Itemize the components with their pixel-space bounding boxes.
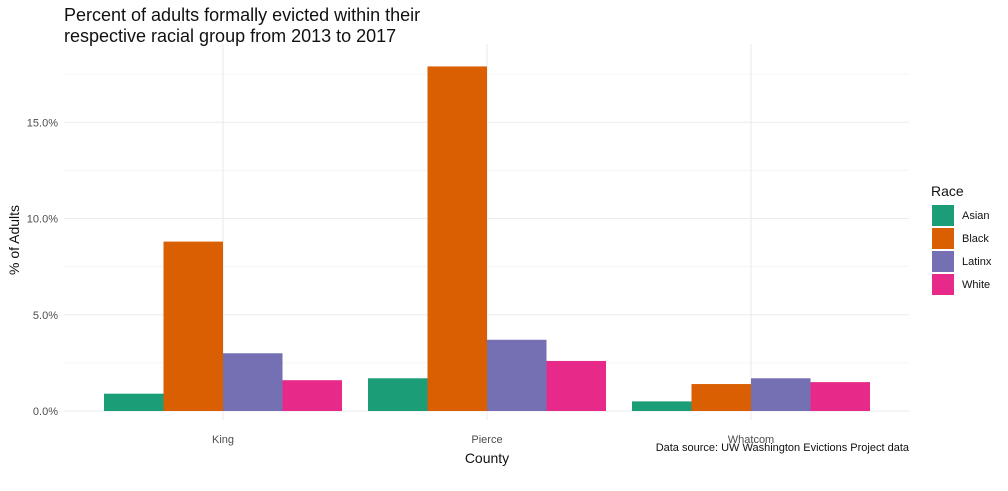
x-tick-label: King bbox=[212, 434, 234, 446]
chart-title-line-2: respective racial group from 2013 to 201… bbox=[64, 26, 397, 46]
bar-asian-king bbox=[104, 393, 164, 411]
bar-latinx-king bbox=[223, 353, 283, 411]
chart-title-line-1: Percent of adults formally evicted withi… bbox=[64, 5, 421, 25]
legend-item-white: White bbox=[932, 274, 990, 295]
legend-swatch bbox=[932, 205, 954, 226]
bar-white-pierce bbox=[546, 360, 606, 411]
legend-swatch bbox=[932, 228, 954, 249]
x-tick-label: Whatcom bbox=[728, 434, 774, 446]
data-source-caption: Data source: UW Washington Evictions Pro… bbox=[655, 442, 909, 454]
legend-label: Latinx bbox=[962, 256, 992, 268]
legend-item-asian: Asian bbox=[932, 205, 990, 226]
legend-label: Black bbox=[962, 233, 989, 245]
bars bbox=[104, 66, 870, 412]
y-tick-label: 5.0% bbox=[33, 310, 58, 322]
legend-item-black: Black bbox=[932, 228, 989, 249]
y-axis-title: % of Adults bbox=[6, 205, 22, 275]
bar-black-king bbox=[163, 241, 223, 411]
bar-black-pierce bbox=[427, 66, 487, 412]
x-axis-tick-labels: King Pierce Whatcom bbox=[212, 434, 774, 446]
x-tick-label: Pierce bbox=[471, 434, 502, 446]
bar-asian-pierce bbox=[368, 378, 428, 411]
chart-title: Percent of adults formally evicted withi… bbox=[64, 5, 624, 47]
legend: Race Asian Black Latinx White bbox=[931, 183, 992, 295]
legend-swatch bbox=[932, 274, 954, 295]
y-tick-label: 10.0% bbox=[27, 214, 58, 226]
legend-swatch bbox=[932, 251, 954, 272]
y-axis-tick-labels: 0.0% 5.0% 10.0% 15.0% bbox=[27, 117, 58, 418]
legend-title: Race bbox=[931, 183, 964, 199]
bar-black-whatcom bbox=[691, 384, 751, 411]
y-tick-label: 0.0% bbox=[33, 406, 58, 418]
legend-item-latinx: Latinx bbox=[932, 251, 992, 272]
bar-asian-whatcom bbox=[632, 401, 692, 411]
bar-latinx-whatcom bbox=[751, 378, 811, 411]
bar-white-king bbox=[282, 380, 342, 411]
legend-label: White bbox=[962, 279, 990, 291]
bar-white-whatcom bbox=[810, 382, 870, 411]
bar-latinx-pierce bbox=[487, 339, 547, 411]
y-tick-label: 15.0% bbox=[27, 117, 58, 129]
legend-label: Asian bbox=[962, 210, 990, 222]
x-axis-title: County bbox=[465, 450, 509, 466]
